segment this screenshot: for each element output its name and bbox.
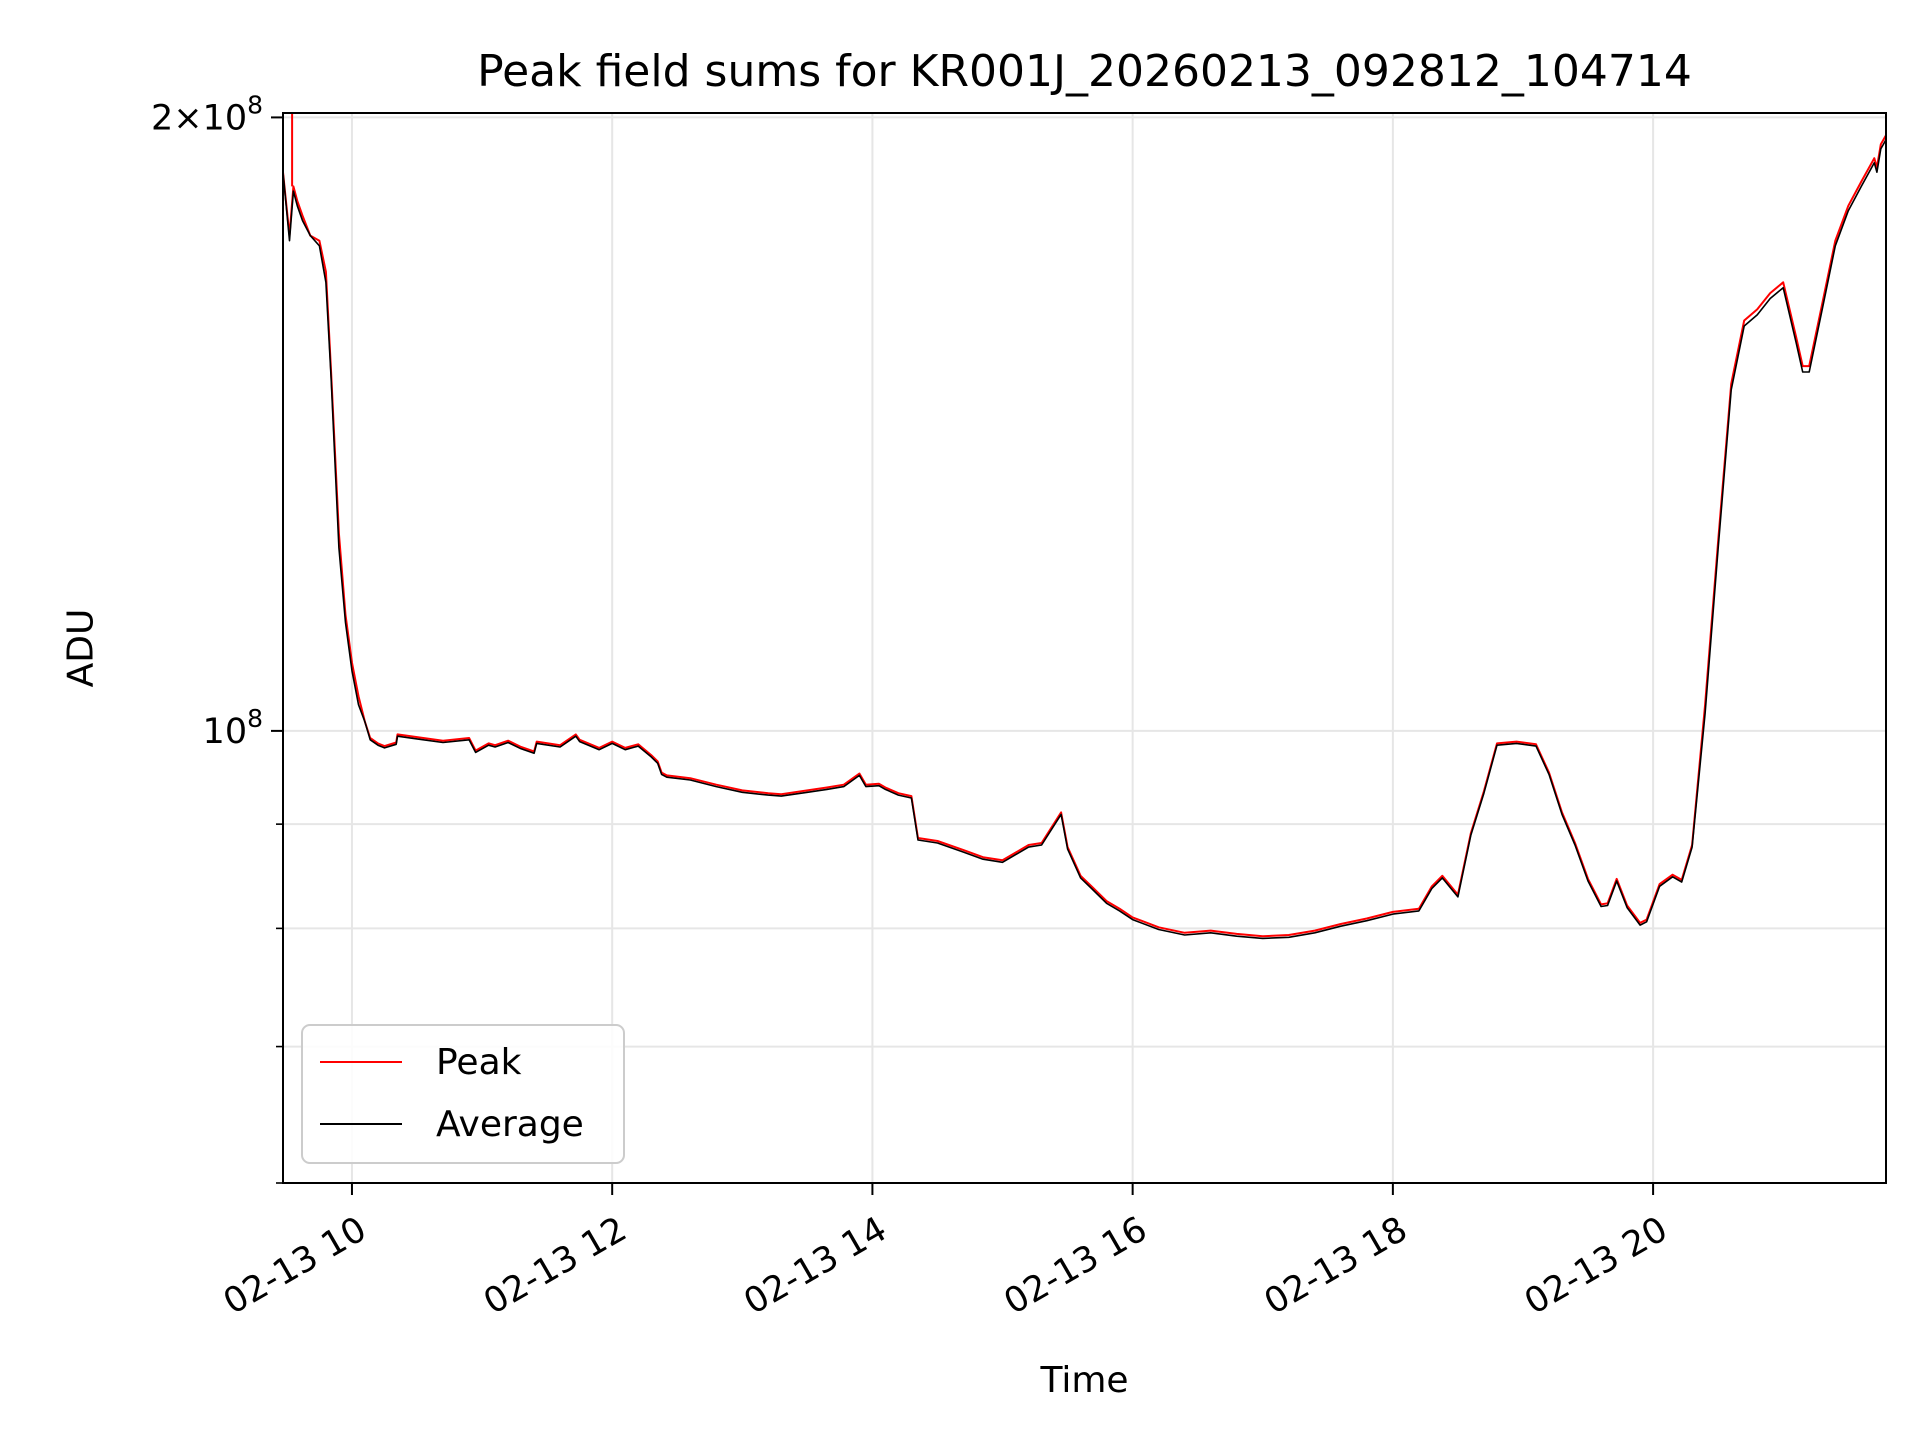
y-tick-exponent: 8 [247,90,263,119]
legend-label: Average [436,1104,584,1145]
y-tick-exponent: 8 [247,704,263,733]
x-axis-label: Time [1039,1360,1128,1401]
plot-frame [282,112,1887,1184]
y-axis-label: ADU [61,609,102,688]
legend-box [301,1024,625,1164]
series-line-average [283,139,1886,940]
legend-label: Peak [436,1042,522,1083]
y-axis: 108 2×108 [151,90,283,1184]
series-line-peak [283,134,1886,938]
legend: Peak Average [301,1024,625,1164]
y-tick-label: 2×108 [151,90,263,138]
y-tick-label: 108 [203,704,263,752]
chart-title: Peak field sums for KR001J_20260213_0928… [477,46,1692,97]
plot-area [283,113,1886,940]
